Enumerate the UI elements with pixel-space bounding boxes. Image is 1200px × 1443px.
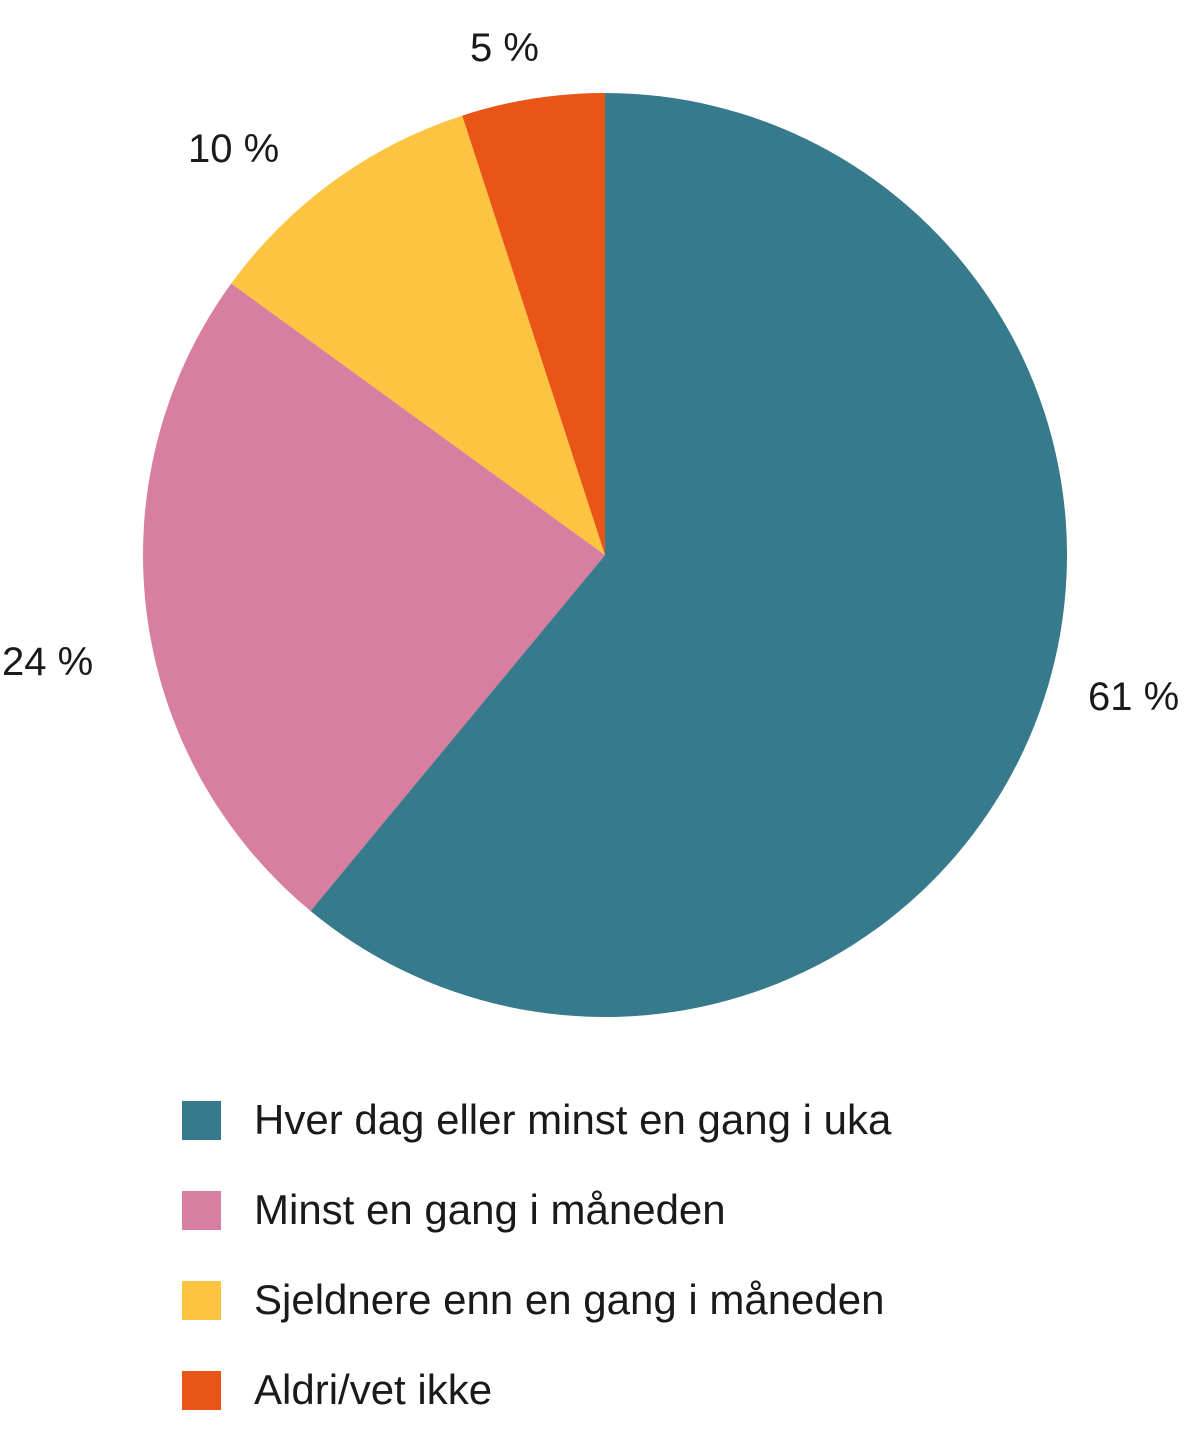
- pie-chart: [143, 93, 1067, 1018]
- slice-label-monthly: 24 %: [2, 640, 94, 684]
- legend-label: Minst en gang i måneden: [254, 1186, 726, 1233]
- legend-item-monthly: Minst en gang i måneden: [182, 1165, 891, 1255]
- legend-label: Aldri/vet ikke: [254, 1366, 493, 1413]
- slice-label-rarely: 10 %: [188, 127, 280, 171]
- legend-swatch: [182, 1190, 221, 1230]
- legend-label: Hver dag eller minst en gang i uka: [254, 1096, 892, 1143]
- legend-swatch: [182, 1280, 221, 1320]
- legend-label: Sjeldnere enn en gang i måneden: [254, 1276, 885, 1323]
- pie-slice-never: [462, 93, 605, 555]
- legend-swatch: [182, 1370, 221, 1410]
- slice-label-never: 5 %: [470, 26, 539, 70]
- pie-slice-rarely: [231, 115, 606, 556]
- legend-item-never: Aldri/vet ikke: [182, 1345, 891, 1435]
- pie-slice-weekly: [310, 93, 1067, 1018]
- slice-label-weekly: 61 %: [1088, 675, 1180, 719]
- legend-swatch: [182, 1100, 221, 1140]
- legend-item-weekly: Hver dag eller minst en gang i uka: [182, 1075, 891, 1165]
- legend: Hver dag eller minst en gang i uka Minst…: [182, 1075, 891, 1435]
- pie-slice-monthly: [143, 283, 605, 911]
- legend-item-rarely: Sjeldnere enn en gang i måneden: [182, 1255, 891, 1345]
